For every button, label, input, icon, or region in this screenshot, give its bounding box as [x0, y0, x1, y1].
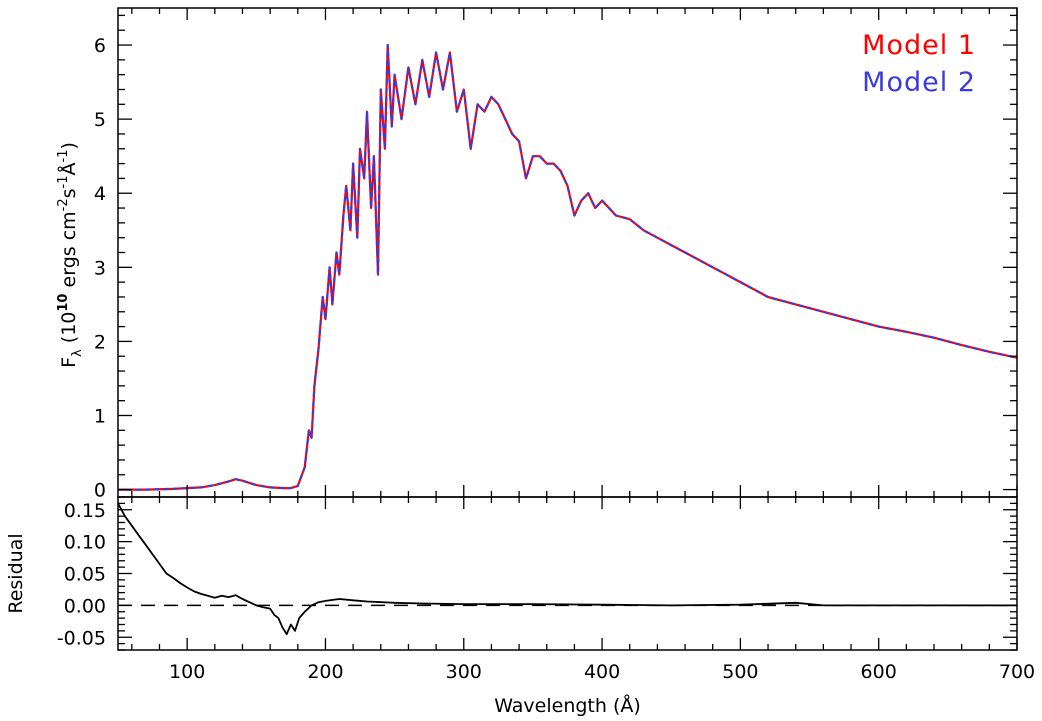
y-label-part: 10 — [56, 294, 71, 312]
top-y-tick-labels: 0 1 2 3 4 5 6 — [94, 35, 106, 502]
y-label-part: ) — [58, 142, 80, 149]
x-tick-label: 200 — [307, 661, 343, 683]
top-y-tick-label: 3 — [94, 257, 106, 279]
top-y-axis-label: Fλ (1010 ergs cm-2s-1Å-1) — [56, 142, 85, 368]
bottom-panel: -0.05 0.00 0.05 0.10 0.15 100 200 300 400 500 600… — [5, 497, 1035, 717]
bottom-plot-frame — [118, 497, 1017, 650]
x-tick-label: 100 — [169, 661, 205, 683]
top-y-tick-label: 6 — [94, 35, 106, 57]
bottom-y-tick-label: 0.00 — [64, 595, 106, 617]
top-panel: 0 1 2 3 4 5 6 Fλ (1010 ergs cm-2s-1Å-1) Model … — [56, 8, 1017, 502]
bottom-y-tick-label: -0.05 — [57, 627, 106, 649]
x-tick-label: 300 — [446, 661, 482, 683]
y-label-part: -1 — [56, 150, 71, 163]
residual-series-line — [118, 503, 1017, 634]
bottom-axis-ticks — [118, 497, 1017, 650]
x-tick-label: 700 — [999, 661, 1035, 683]
y-label-part: -1 — [56, 176, 71, 189]
bottom-x-tick-labels: 100 200 300 400 500 600 700 — [169, 661, 1035, 683]
y-label-part: (10 — [58, 312, 80, 350]
series-line-model-2 — [118, 45, 1017, 490]
y-label-part: s — [58, 188, 80, 198]
legend-item-model-2: Model 2 — [862, 67, 976, 98]
bottom-y-tick-labels: -0.05 0.00 0.05 0.10 0.15 — [57, 500, 106, 650]
y-label-part: F — [58, 357, 80, 368]
x-axis-label: Wavelength (Å) — [494, 694, 641, 717]
y-label-part: Å — [57, 163, 80, 176]
top-y-tick-label: 0 — [94, 480, 106, 502]
x-tick-label: 600 — [861, 661, 897, 683]
y-label-part: ergs cm — [58, 211, 80, 293]
x-tick-label: 400 — [584, 661, 620, 683]
bottom-y-axis-label: Residual — [5, 533, 27, 613]
bottom-y-tick-label: 0.10 — [64, 532, 106, 554]
top-y-tick-label: 4 — [94, 183, 106, 205]
top-y-tick-label: 2 — [94, 331, 106, 353]
y-label-part: -2 — [56, 198, 71, 211]
legend-item-model-1: Model 1 — [862, 30, 976, 61]
x-tick-label: 500 — [722, 661, 758, 683]
top-y-tick-label: 5 — [94, 109, 106, 131]
top-series-group — [118, 45, 1017, 490]
series-line-model-1 — [118, 45, 1017, 490]
bottom-y-tick-label: 0.05 — [64, 564, 106, 586]
bottom-series-group — [118, 503, 1017, 634]
top-y-tick-label: 1 — [94, 406, 106, 428]
bottom-y-tick-label: 0.15 — [64, 500, 106, 522]
